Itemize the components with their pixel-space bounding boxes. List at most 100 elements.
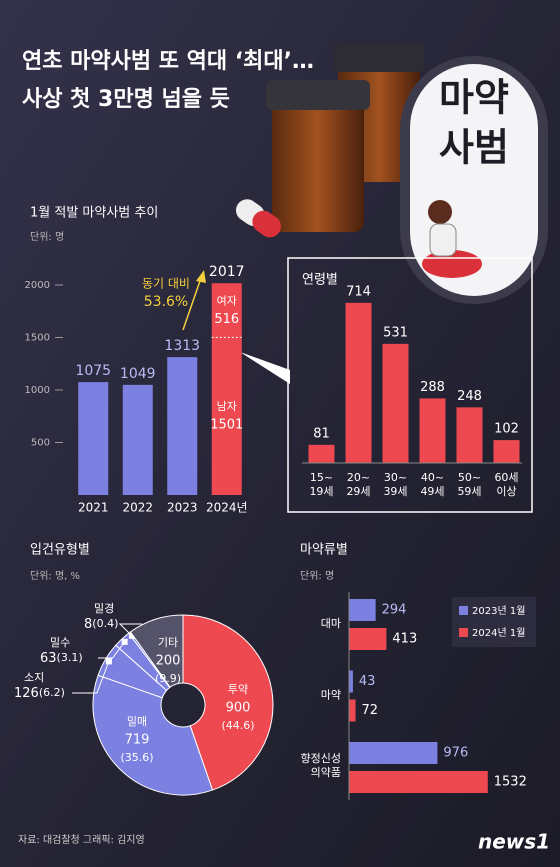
segment-name: 남자 [217,400,237,413]
bar [308,444,335,463]
headline: 사상 첫 3만명 넘을 듯 [22,87,230,112]
value-label: 531 [383,325,408,340]
leader-knot [121,638,128,645]
bar [78,382,109,495]
leader-line [118,623,142,637]
bar [382,343,409,463]
bar [349,742,438,764]
slice [129,614,184,688]
text-line: 의약품 [311,765,341,779]
x-tick-label: 50~ 59세 [457,471,481,498]
category-label: 대마 [321,617,341,630]
slice-name: 투약 [228,682,248,696]
slice-label: 8(0.4) [84,617,118,632]
bar [349,771,488,793]
bar [493,440,520,463]
value-label: 288 [420,380,445,395]
slice-name: 기타 [158,636,178,649]
legend-swatch [459,606,468,615]
text-line: 60세 [494,471,518,484]
slice-name: 밀수 [50,636,70,649]
chart-title: 입건유형별 [30,543,90,558]
chart-title: 연령별 [302,273,338,288]
x-tick-label: 2022 [122,501,153,515]
value-label: 413 [392,632,417,647]
text-line: 15~ [310,471,333,484]
x-tick-label: 2021 [78,501,109,515]
leader-line [72,661,110,694]
text-line: 30~ [384,471,407,484]
value-label: 248 [457,389,482,404]
y-tick-label: 500 [31,438,50,449]
x-tick-label: 2023 [167,501,198,515]
slice-count: 63 [40,651,57,666]
value-label: 714 [346,284,371,299]
annotation: 동기 대비 [142,277,190,291]
leader-knot [128,632,135,639]
logo: news1 [478,830,550,854]
bar [456,407,483,463]
x-tick-label: 40~ 49세 [420,471,444,498]
slice-percent: (0.4) [92,617,118,630]
slice-name: 소지 [24,671,44,684]
chart-title: 마약류별 [300,543,348,558]
value-label: 1313 [164,338,200,354]
legend-label: 2023년 1월 [472,605,525,617]
annotation-arrow [182,277,202,331]
category-label: 마약 [321,688,341,702]
slice [182,614,274,791]
leader-line [98,641,126,659]
slice-count: 126 [14,686,39,701]
connector [240,352,290,384]
slice-count: 8 [84,617,92,632]
arrow-head [196,270,206,283]
slice-count: 900 [226,701,251,716]
bar [349,628,387,650]
headline: 연초 마약사범 또 역대 ‘최대’… [22,49,314,74]
text-line: 이상 [496,485,516,498]
unit: 단위: 명, % [30,569,80,582]
source: 자료: 대검찰청 그래픽: 김지영 [18,834,145,846]
unit: 단위: 명 [30,230,64,243]
bar [349,599,376,621]
annotation: 53.6% [144,294,188,310]
slice-label: 63(3.1) [40,651,83,666]
bar-segment [211,283,242,338]
bar [349,670,353,693]
y-tick-label: 2000 [25,280,50,291]
text-line: 20~ [347,471,370,484]
badge-text: 사범 [439,126,509,170]
slice-percent: (9.9) [155,672,181,685]
x-tick-label: 15~ 19세 [309,471,333,498]
slice-count: 200 [156,654,181,669]
total-label: 2017 [209,264,245,280]
x-tick-label: 60세 이상 [494,471,518,498]
slice-label: 126(6.2) [14,686,65,701]
bar [122,384,153,495]
slice-percent: (6.2) [39,686,65,699]
slice-count: 719 [125,733,150,748]
bar-segment [211,337,242,495]
x-tick-label: 20~ 29세 [346,471,370,498]
value-label: 72 [362,703,379,718]
slice-name: 밀매 [127,715,147,728]
x-tick-label: 30~ 39세 [383,471,407,498]
slice-name: 밀경 [94,602,114,615]
text-line: 39세 [383,485,407,498]
legend-swatch [459,628,468,637]
category-label: 향정신성 의약품 [301,752,341,779]
value-label: 81 [313,426,330,441]
text-line: 29세 [346,485,370,498]
y-tick-label: 1000 [25,385,50,396]
unit: 단위: 명 [300,569,334,582]
badge-text: 마약 [439,76,509,120]
bar [419,398,446,463]
legend-box [452,597,536,647]
slice-percent: (44.6) [221,719,254,732]
leader-knot [105,658,112,665]
x-tick-label: 2024년 [206,501,248,515]
slice-percent: (35.6) [120,751,153,764]
text-line: 49세 [420,485,444,498]
segment-value: 1501 [210,418,243,433]
